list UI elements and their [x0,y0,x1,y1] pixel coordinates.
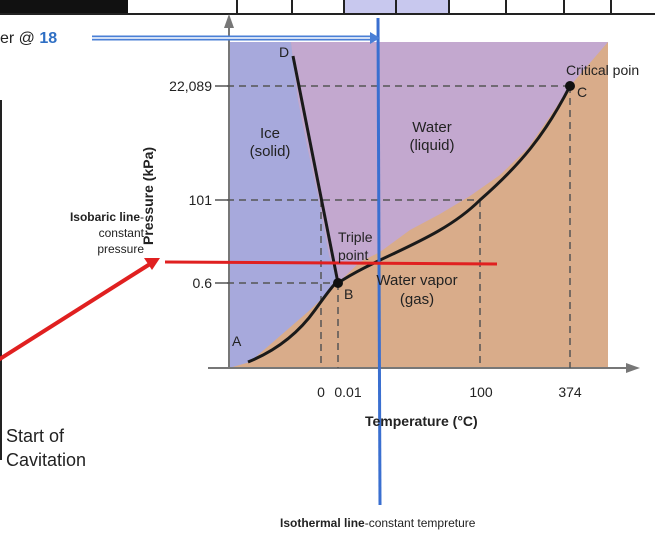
point-b-label: B [344,286,354,302]
isobaric-dash: - [140,210,144,224]
isobaric-line3: pressure [97,242,144,256]
water-label-1: Water [412,119,452,136]
melting-curve [291,55,340,284]
table-divider [291,0,293,14]
table-dark-cell [0,0,128,13]
x-tick-label: 0 [317,384,325,400]
isothermal-title: Isothermal line [280,516,365,530]
critical-point-marker [565,81,575,91]
x-tick-label: 100 [469,384,493,400]
water-label-2: (liquid) [409,137,455,154]
isobaric-annotation: Isobaric line- constant pressure [4,209,144,257]
isothermal-rest: -constant tempreture [364,516,476,530]
ice-label-1: Ice [259,125,280,142]
point-a-label: A [232,333,242,349]
liquid-region [291,42,608,283]
table-divider [395,0,397,14]
table-divider [505,0,507,14]
triple-point-label-1: Triple [338,229,373,245]
triple-point-marker [333,278,343,288]
isothermal-annotation: Isothermal line-constant tempreture [280,516,475,530]
cavitation-line1: Start of [6,426,65,446]
cavitation-arrow [0,262,152,362]
isobaric-line [164,260,498,266]
top-blue-arrowhead [370,32,380,44]
critical-point-label: Critical poin [566,62,640,78]
top-note-value: 18 [39,30,58,47]
table-divider [610,0,612,14]
table-divider [236,0,238,14]
x-axis-arrowhead [626,363,640,373]
ice-label-2: (solid) [249,143,291,160]
top-note-prefix: er @ [0,30,40,47]
y-tick-label: 101 [188,192,212,208]
cavitation-line2: Cavitation [6,450,87,470]
point-c-label: C [577,84,588,100]
top-note: er @ 18 [0,30,57,48]
y-tick-label: 0.6 [192,275,212,291]
cavitation-note: Start of Cavitation [6,424,86,472]
x-tick-label: 374 [558,384,582,400]
cavitation-arrowhead [144,258,160,270]
table-divider [448,0,450,14]
isobaric-title: Isobaric line [69,210,140,224]
x-tick-label: 0.01 [334,384,362,400]
y-axis-arrowhead [224,14,234,28]
triple-point-label-2: point [338,247,369,263]
table-divider [563,0,565,14]
y-tick-label: 22,089 [169,78,212,94]
solid-region [229,42,338,368]
point-d-label: D [279,44,290,60]
x-axis-title: Temperature (°C) [365,413,478,429]
vapor-label-1: Water vapor [376,272,458,289]
isothermal-line [376,17,382,506]
table-divider [343,0,345,14]
text-box-left-border [0,100,2,460]
table-bottom-border [0,13,655,15]
isobaric-line2: constant [98,226,144,240]
vaporization-curve [337,85,572,285]
vapor-label-2: (gas) [399,291,435,308]
